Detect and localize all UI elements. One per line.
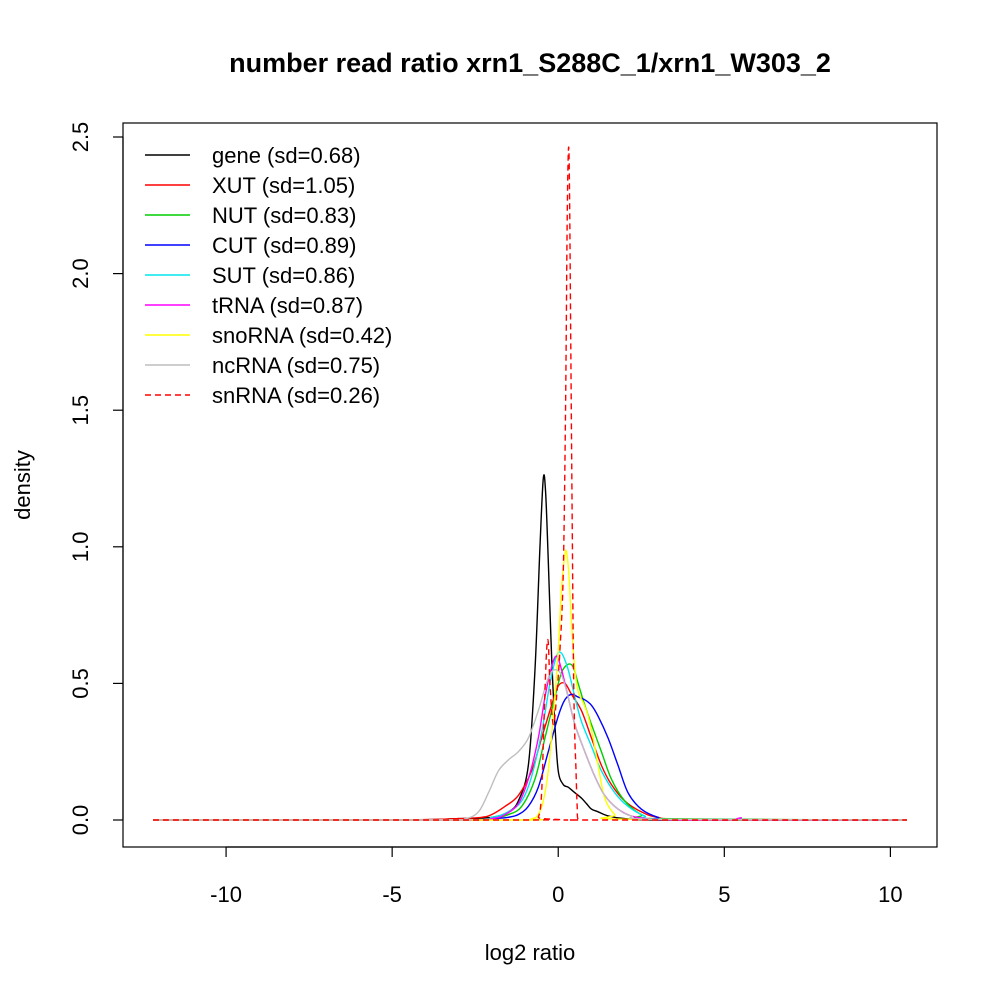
legend-label: snoRNA (sd=0.42) xyxy=(212,323,392,348)
y-axis-label: density xyxy=(10,450,35,520)
y-axis: 0.0 0.5 1.0 1.5 2.0 2.5 xyxy=(68,122,124,836)
y-tick-label: 0.5 xyxy=(68,668,93,699)
legend-label: NUT (sd=0.83) xyxy=(212,203,356,228)
series-line-cut xyxy=(153,693,908,821)
legend-label: SUT (sd=0.86) xyxy=(212,263,355,288)
y-tick-label: 0.0 xyxy=(68,805,93,836)
series-line-gene xyxy=(153,474,907,821)
y-tick-label: 1.5 xyxy=(68,395,93,426)
x-tick-label: 5 xyxy=(718,882,730,907)
x-tick-label: -10 xyxy=(210,882,242,907)
legend-label: XUT (sd=1.05) xyxy=(212,173,355,198)
x-tick-label: 0 xyxy=(552,882,564,907)
legend-label: CUT (sd=0.89) xyxy=(212,233,356,258)
x-tick-label: -5 xyxy=(382,882,402,907)
series-line-trna xyxy=(153,655,907,821)
y-tick-label: 1.0 xyxy=(68,532,93,563)
series-line-ncrna xyxy=(153,668,908,821)
plot-frame xyxy=(122,122,938,848)
series-line-snrna xyxy=(153,146,907,821)
series-line-snorna xyxy=(153,549,908,821)
y-tick-label: 2.5 xyxy=(68,122,93,153)
series-line-sut xyxy=(153,651,908,821)
chart-title: number read ratio xrn1_S288C_1/xrn1_W303… xyxy=(229,48,831,78)
legend-label: tRNA (sd=0.87) xyxy=(212,293,363,318)
legend-label: ncRNA (sd=0.75) xyxy=(212,353,380,378)
series-layer xyxy=(153,146,908,821)
x-axis-label: log2 ratio xyxy=(485,940,576,965)
legend-label: gene (sd=0.68) xyxy=(212,143,361,168)
x-axis: -10 -5 0 5 10 xyxy=(210,846,903,907)
legend: gene (sd=0.68) XUT (sd=1.05) NUT (sd=0.83)… xyxy=(145,143,392,408)
y-tick-label: 2.0 xyxy=(68,258,93,289)
legend-label: snRNA (sd=0.26) xyxy=(212,383,380,408)
x-tick-label: 10 xyxy=(878,882,902,907)
series-line-xut xyxy=(153,682,908,821)
